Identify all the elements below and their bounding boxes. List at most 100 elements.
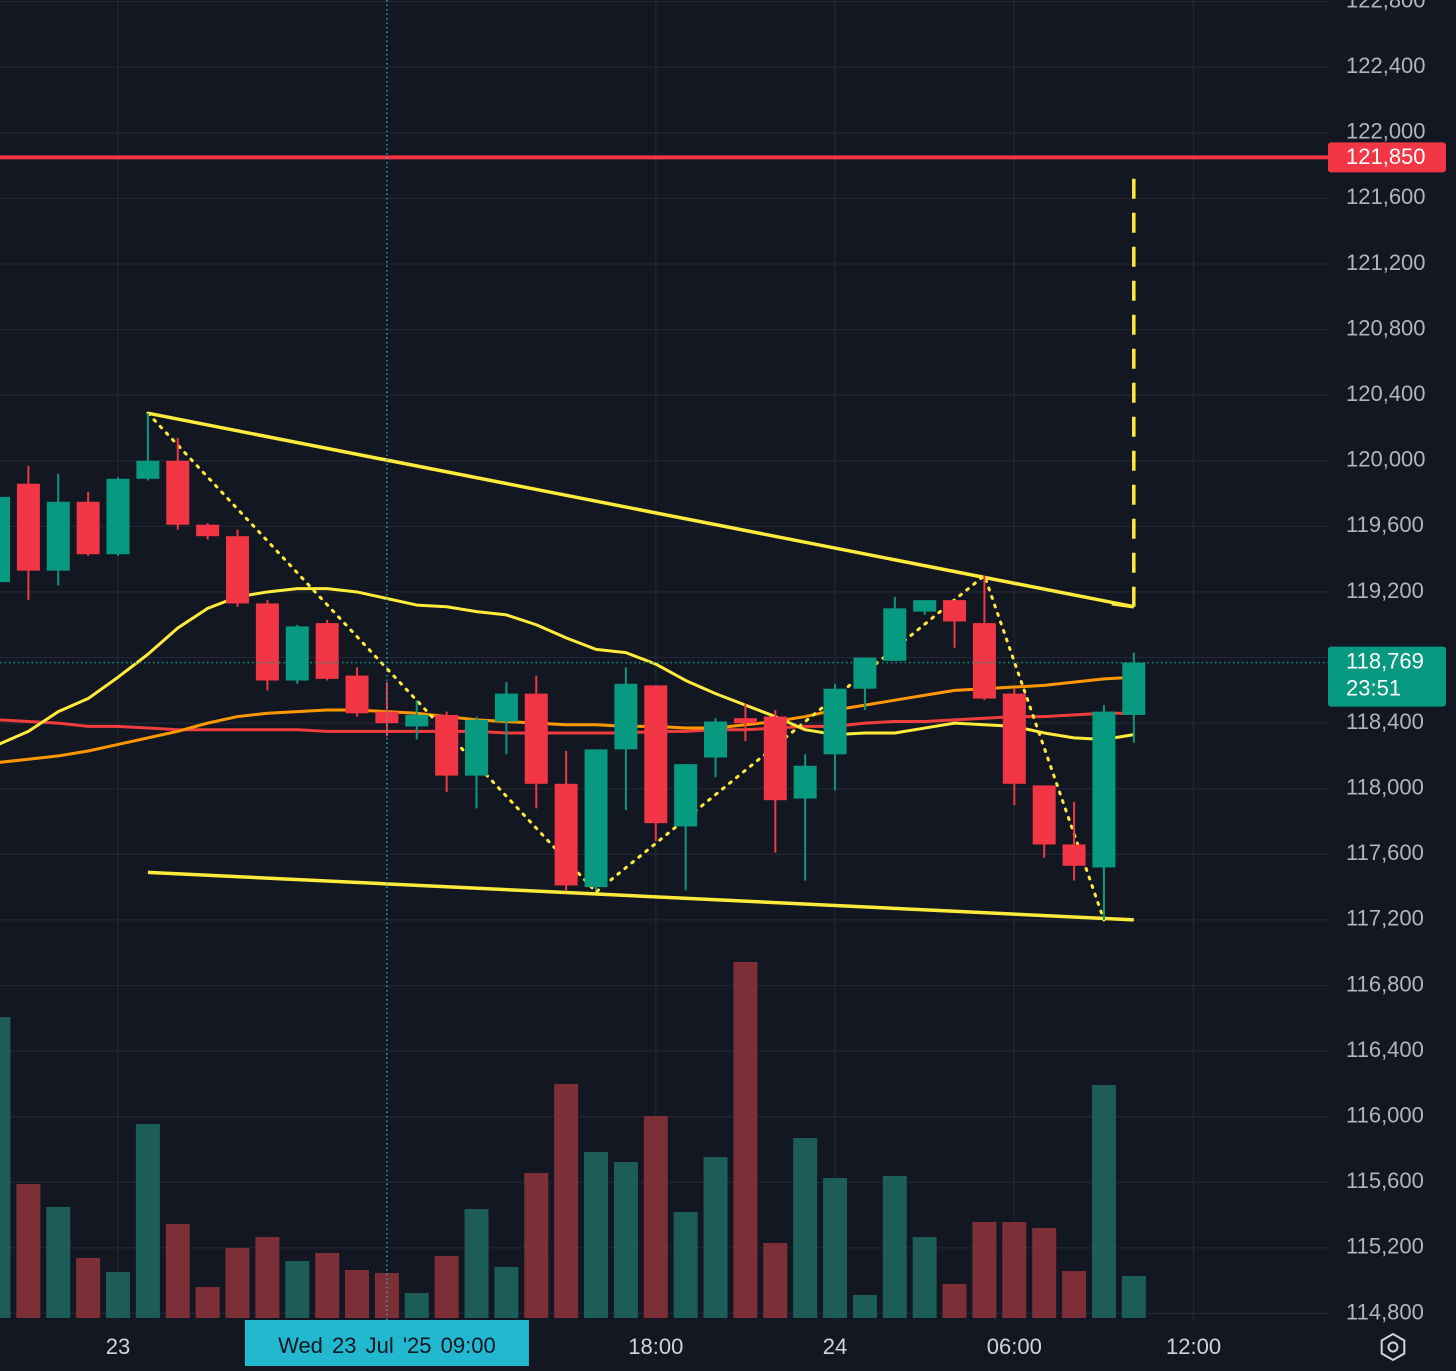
- candle-body: [315, 623, 339, 679]
- moving-average: [0, 675, 1134, 764]
- volume-bar: [972, 1222, 997, 1318]
- volume-bar: [195, 1287, 220, 1318]
- candle-body: [345, 675, 369, 714]
- candle-body: [435, 714, 459, 776]
- volume-bar: [464, 1209, 489, 1318]
- candle-body: [793, 765, 817, 799]
- hline-tag: [1328, 142, 1446, 173]
- last-price-tag: [1328, 646, 1446, 707]
- y-tick-label: 116,800: [1346, 971, 1424, 996]
- volume-bar: [135, 1124, 160, 1318]
- volume-bar: [46, 1207, 71, 1318]
- candle-body: [226, 536, 250, 604]
- volume-bar: [255, 1237, 280, 1318]
- candle-body: [972, 623, 996, 699]
- candle-body: [106, 478, 130, 555]
- volume-bar: [673, 1212, 698, 1318]
- volume-bar: [494, 1267, 519, 1318]
- moving-average: [0, 587, 1135, 746]
- candle-body: [255, 603, 279, 681]
- volume-bar: [942, 1284, 967, 1318]
- settings-dot: [1387, 1341, 1399, 1353]
- candle-body: [614, 683, 638, 750]
- candle-body: [823, 688, 847, 755]
- volume-bar: [16, 1184, 41, 1318]
- volume-bar: [763, 1243, 788, 1318]
- y-tick-label: 117,200: [1346, 906, 1424, 931]
- x-tick-label: 18:00: [628, 1334, 683, 1359]
- x-tick-label: 12:00: [1166, 1334, 1221, 1359]
- y-tick-label: 118,000: [1346, 775, 1424, 800]
- volume-bar: [852, 1295, 877, 1318]
- candle-body: [943, 600, 967, 622]
- candle-body: [0, 496, 11, 583]
- candle-body: [196, 524, 220, 537]
- volume-bar: [225, 1248, 250, 1318]
- y-tick-label: 117,600: [1346, 840, 1424, 865]
- target-foot: [1111, 601, 1135, 609]
- candle-body: [166, 460, 190, 525]
- volume-bar: [434, 1256, 459, 1318]
- volume-bar: [285, 1261, 310, 1318]
- x-tick-label: 24: [823, 1334, 847, 1359]
- volume-bar: [315, 1253, 340, 1318]
- candle-body: [1002, 693, 1026, 784]
- volume-bar: [374, 1273, 399, 1318]
- candle-body: [883, 608, 907, 661]
- volume-bar: [345, 1270, 370, 1318]
- plot-area: [0, 0, 1328, 1320]
- candle-body: [285, 626, 309, 681]
- volume-bar: [882, 1176, 907, 1318]
- candle-body: [913, 600, 937, 612]
- settings-icon[interactable]: [1380, 1332, 1406, 1362]
- y-tick-label: 118,400: [1346, 709, 1424, 734]
- y-tick-label: 115,600: [1346, 1168, 1424, 1193]
- volume-bar: [1062, 1271, 1087, 1318]
- y-tick-label: 121,200: [1346, 250, 1426, 275]
- volume-bar: [1091, 1085, 1116, 1318]
- candle-body: [524, 693, 548, 784]
- candle-body: [704, 721, 728, 758]
- volume-bar: [165, 1224, 190, 1318]
- y-tick-label: 122,000: [1346, 119, 1426, 144]
- volume-bar: [793, 1138, 818, 1318]
- y-tick-label: 120,000: [1346, 447, 1426, 472]
- volume-bar: [703, 1157, 728, 1318]
- y-tick-label: 119,600: [1346, 512, 1424, 537]
- candle-body: [375, 711, 399, 724]
- crosshair-tag: [244, 1320, 529, 1366]
- candle-body: [674, 764, 698, 827]
- volume-bar: [106, 1272, 131, 1318]
- candle-body: [405, 714, 429, 727]
- candle-body: [16, 483, 40, 571]
- x-tick-label: 23: [106, 1334, 130, 1359]
- y-tick-label: 120,800: [1346, 315, 1426, 340]
- volume-bar: [404, 1293, 429, 1318]
- volume-bar: [0, 1017, 11, 1318]
- hline-label: 121,850: [1346, 144, 1426, 169]
- volume-bar: [823, 1178, 848, 1318]
- volume-bar: [733, 962, 758, 1318]
- y-tick-label: 121,600: [1346, 184, 1426, 209]
- trendline: [147, 411, 1135, 609]
- candle-body: [584, 749, 608, 888]
- candle-body: [46, 501, 70, 571]
- settings-hex: [1380, 1332, 1406, 1362]
- countdown-label: 23:51: [1346, 675, 1401, 700]
- candle-body: [465, 719, 489, 776]
- volume-bar: [76, 1258, 101, 1318]
- candle-body: [76, 501, 100, 555]
- y-tick-label: 115,200: [1346, 1234, 1424, 1259]
- candle-body: [1032, 785, 1056, 845]
- volume-bar: [1121, 1276, 1146, 1318]
- y-tick-label: 122,800: [1346, 0, 1426, 12]
- time-axis: [0, 1320, 1456, 1371]
- candle-body: [494, 693, 518, 722]
- volume-bar: [613, 1162, 638, 1318]
- crosshair-label: Wed 23 Jul '25 09:00: [278, 1333, 496, 1358]
- candle-body: [136, 460, 160, 479]
- y-tick-label: 120,400: [1346, 381, 1426, 406]
- candle-body: [763, 716, 787, 801]
